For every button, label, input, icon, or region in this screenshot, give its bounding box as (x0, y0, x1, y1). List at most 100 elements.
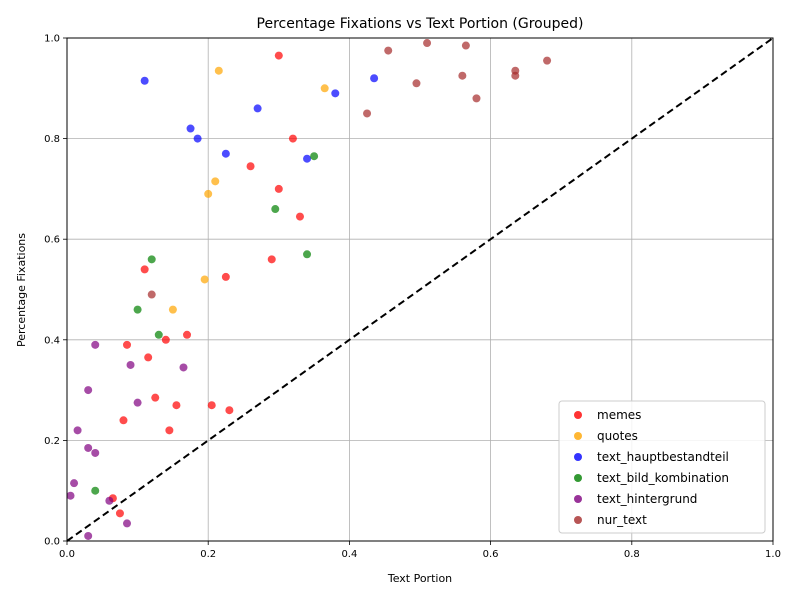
y-axis-title: Percentage Fixations (15, 233, 28, 347)
data-point-text-hintergrund (179, 363, 188, 372)
data-point-text-hintergrund (91, 448, 100, 457)
legend-label: quotes (597, 429, 638, 443)
data-point-memes (161, 335, 170, 344)
data-point-memes (140, 265, 149, 274)
x-axis: 0.0 0.2 0.4 0.6 0.8 1.0 (59, 541, 781, 560)
legend-marker (574, 516, 582, 524)
legend-label: text_hintergrund (597, 492, 697, 506)
grid (66, 37, 774, 542)
data-point-nur-text (423, 39, 432, 48)
legend-marker (574, 474, 582, 482)
y-tick-label: 0.0 (44, 537, 60, 548)
data-point-memes (246, 162, 255, 171)
data-point-memes (295, 212, 304, 221)
data-point-memes (165, 426, 174, 435)
reference-line-layer (66, 37, 774, 542)
data-point-memes (183, 330, 192, 339)
data-point-memes (207, 401, 216, 410)
data-point-text-hauptbestandteil (370, 74, 379, 83)
data-point-text-hauptbestandteil (193, 134, 202, 143)
data-point-text-bild-kombination (310, 152, 319, 161)
legend-label: text_bild_kombination (597, 471, 729, 485)
data-point-text-hintergrund (91, 340, 100, 349)
legend-marker (574, 453, 582, 461)
data-point-memes (221, 272, 230, 281)
x-tick-label: 0.2 (200, 549, 216, 560)
x-tick-label: 0.0 (59, 549, 75, 560)
data-point-text-bild-kombination (154, 330, 163, 339)
data-point-nur-text (147, 290, 156, 299)
data-point-memes (274, 51, 283, 60)
data-points (66, 39, 552, 540)
data-point-nur-text (384, 46, 393, 55)
y-axis: 0.0 0.2 0.4 0.6 0.8 1.0 (44, 34, 67, 548)
data-point-nur-text (472, 94, 481, 103)
data-point-text-bild-kombination (91, 486, 100, 495)
data-point-text-hauptbestandteil (186, 124, 195, 133)
data-point-quotes (211, 177, 220, 186)
legend-marker (574, 411, 582, 419)
data-point-memes (225, 406, 234, 415)
data-point-quotes (204, 189, 213, 198)
data-point-nur-text (543, 56, 552, 65)
data-point-text-hauptbestandteil (140, 76, 149, 85)
y-tick-label: 0.6 (44, 235, 60, 246)
data-point-text-hauptbestandteil (331, 89, 340, 98)
data-point-nur-text (412, 79, 421, 88)
data-point-memes (115, 509, 124, 518)
data-point-quotes (320, 84, 329, 93)
chart-title: Percentage Fixations vs Text Portion (Gr… (257, 16, 584, 32)
data-point-quotes (214, 66, 223, 75)
data-point-memes (267, 255, 276, 264)
y-tick-label: 0.4 (44, 335, 60, 346)
data-point-quotes (168, 305, 177, 314)
data-point-quotes (200, 275, 209, 284)
y-tick-label: 1.0 (44, 34, 60, 45)
data-point-text-hintergrund (84, 531, 93, 540)
data-point-memes (123, 340, 132, 349)
data-point-text-bild-kombination (303, 250, 312, 259)
x-tick-label: 1.0 (765, 549, 781, 560)
data-point-text-hintergrund (66, 491, 75, 500)
legend-marker (574, 495, 582, 503)
data-point-text-hintergrund (84, 443, 93, 452)
data-point-text-bild-kombination (147, 255, 156, 264)
legend: memes quotes text_hauptbestandteil text_bil… (558, 400, 766, 534)
data-point-text-bild-kombination (133, 305, 142, 314)
data-point-nur-text (363, 109, 372, 118)
data-point-text-hauptbestandteil (303, 154, 312, 163)
data-point-memes (119, 416, 128, 425)
legend-label: text_hauptbestandteil (597, 450, 729, 464)
data-point-text-hintergrund (126, 360, 135, 369)
data-point-memes (288, 134, 297, 143)
legend-marker (574, 432, 582, 440)
data-point-text-hintergrund (84, 386, 93, 395)
data-point-memes (274, 184, 283, 193)
x-axis-title: Text Portion (387, 572, 452, 585)
data-point-text-hintergrund (133, 398, 142, 407)
data-point-text-hintergrund (70, 479, 79, 488)
x-tick-label: 0.4 (341, 549, 357, 560)
data-point-memes (172, 401, 181, 410)
y-tick-label: 0.8 (44, 134, 60, 145)
legend-label: memes (597, 408, 641, 422)
data-point-nur-text (511, 71, 520, 80)
data-point-text-hintergrund (105, 496, 114, 505)
plot-frame (66, 37, 774, 542)
x-tick-label: 0.6 (483, 549, 499, 560)
data-point-memes (151, 393, 160, 402)
y-tick-label: 0.2 (44, 436, 60, 447)
data-point-memes (144, 353, 153, 362)
data-point-text-hauptbestandteil (221, 149, 230, 158)
x-tick-label: 0.8 (624, 549, 640, 560)
data-point-nur-text (458, 71, 467, 80)
diagonal-reference-line (66, 37, 774, 542)
data-point-text-hintergrund (123, 519, 132, 528)
data-point-text-bild-kombination (271, 205, 280, 214)
data-point-text-hauptbestandteil (253, 104, 262, 113)
legend-label: nur_text (597, 513, 647, 527)
data-point-text-hintergrund (73, 426, 82, 435)
data-point-nur-text (461, 41, 470, 50)
legend-box (558, 400, 766, 534)
